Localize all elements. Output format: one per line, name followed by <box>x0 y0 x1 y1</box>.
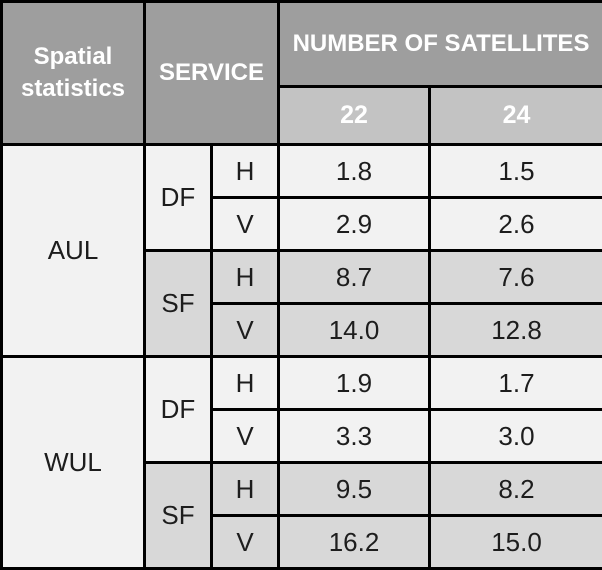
polarization-cell: H <box>210 249 280 305</box>
value-cell: 12.8 <box>427 302 602 358</box>
polarization-cell: H <box>210 461 280 517</box>
value-cell: 15.0 <box>427 514 602 570</box>
header-service: SERVICE <box>143 0 280 146</box>
value-cell: 16.2 <box>277 514 431 570</box>
service-cell-df: DF <box>143 143 213 252</box>
row-group-aul: AUL <box>0 143 146 358</box>
polarization-cell: V <box>210 514 280 570</box>
polarization-cell: H <box>210 143 280 199</box>
value-cell: 2.9 <box>277 196 431 252</box>
value-cell: 3.0 <box>427 408 602 464</box>
value-cell: 1.8 <box>277 143 431 199</box>
service-cell-sf: SF <box>143 461 213 570</box>
value-cell: 7.6 <box>427 249 602 305</box>
value-cell: 1.7 <box>427 355 602 411</box>
polarization-cell: V <box>210 302 280 358</box>
header-satellites-22: 22 <box>277 85 431 146</box>
value-cell: 8.7 <box>277 249 431 305</box>
value-cell: 9.5 <box>277 461 431 517</box>
service-cell-sf: SF <box>143 249 213 358</box>
value-cell: 14.0 <box>277 302 431 358</box>
service-cell-df: DF <box>143 355 213 464</box>
polarization-cell: H <box>210 355 280 411</box>
value-cell: 2.6 <box>427 196 602 252</box>
header-number-of-satellites: NUMBER OF SATELLITES <box>276 0 602 88</box>
polarization-cell: V <box>210 196 280 252</box>
header-spatial-statistics: Spatial statistics <box>0 0 146 146</box>
value-cell: 1.5 <box>427 143 602 199</box>
polarization-cell: V <box>210 408 280 464</box>
value-cell: 1.9 <box>277 355 431 411</box>
value-cell: 3.3 <box>277 408 431 464</box>
row-group-wul: WUL <box>0 355 146 570</box>
header-satellites-24: 24 <box>427 85 602 146</box>
value-cell: 8.2 <box>427 461 602 517</box>
